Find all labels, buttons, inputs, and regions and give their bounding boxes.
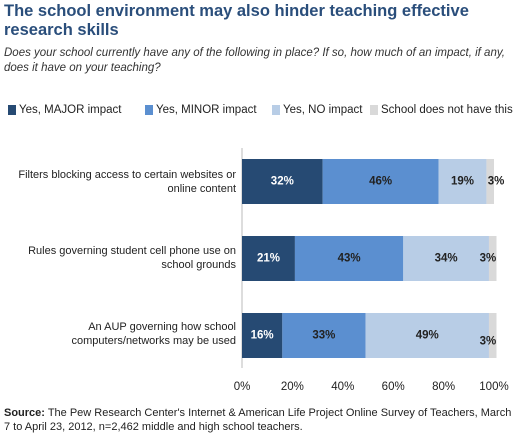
chart-legend: Yes, MAJOR impact Yes, MINOR impact Yes,…	[8, 103, 518, 117]
bar-cell-phone-rules-not-have	[488, 236, 497, 281]
legend-swatch-not-have	[370, 105, 378, 115]
category-label-filters: Filters blocking access to certain websi…	[18, 169, 236, 195]
data-label-aup-major: 16%	[251, 330, 274, 342]
data-label-aup-minor: 33%	[312, 330, 335, 342]
data-label-filters-minor: 46%	[369, 176, 392, 188]
source-text: The Pew Research Center's Internet & Ame…	[4, 407, 512, 433]
bar-filters-no-impact	[438, 159, 487, 204]
category-label-cell-phone-rules: Rules governing student cell phone use o…	[28, 245, 236, 271]
x-tick-label-0: 0%	[234, 381, 251, 393]
x-tick-label-1: 20%	[281, 381, 304, 393]
source-label: Source:	[4, 407, 45, 419]
bar-filters-not-have	[486, 159, 494, 204]
bar-aup-not-have	[488, 313, 497, 358]
legend-label-not-have: School does not have this	[381, 104, 513, 116]
bar-filters-major	[242, 159, 323, 204]
data-label-cell-phone-rules-minor: 43%	[338, 253, 361, 265]
x-tick-label-4: 80%	[432, 381, 455, 393]
bar-cell-phone-rules-minor	[294, 236, 404, 281]
bar-cell-phone-rules-major	[242, 236, 295, 281]
x-tick-label-5: 100%	[479, 381, 508, 393]
chart-subtitle: Does your school currently have any of t…	[4, 47, 505, 74]
bar-aup-minor	[282, 313, 366, 358]
x-tick-label-2: 40%	[331, 381, 354, 393]
bar-aup-major	[242, 313, 283, 358]
source-note: Source: The Pew Research Center's Intern…	[4, 406, 516, 434]
category-label-aup: An AUP governing how school computers/ne…	[71, 321, 236, 347]
data-label-cell-phone-rules-not-have: 3%	[480, 253, 497, 265]
legend-swatch-minor	[145, 105, 153, 115]
data-label-cell-phone-rules-major: 21%	[257, 253, 280, 265]
legend-label-no-impact: Yes, NO impact	[283, 104, 363, 116]
data-label-aup-not-have: 3%	[480, 336, 497, 348]
legend-swatch-no-impact	[272, 105, 280, 115]
legend-label-minor: Yes, MINOR impact	[156, 104, 257, 116]
data-label-filters-major: 32%	[271, 176, 294, 188]
legend-swatch-major	[8, 105, 16, 115]
data-label-aup-no-impact: 49%	[416, 330, 439, 342]
bar-cell-phone-rules-no-impact	[403, 236, 489, 281]
chart-title: The school environment may also hinder t…	[4, 2, 469, 39]
bar-aup-no-impact	[365, 313, 489, 358]
data-label-filters-not-have: 3%	[488, 176, 505, 188]
legend-label-major: Yes, MAJOR impact	[19, 104, 122, 116]
bar-filters-minor	[322, 159, 439, 204]
x-tick-label-3: 60%	[382, 381, 405, 393]
data-label-cell-phone-rules-no-impact: 34%	[435, 253, 458, 265]
data-label-filters-no-impact: 19%	[451, 176, 474, 188]
